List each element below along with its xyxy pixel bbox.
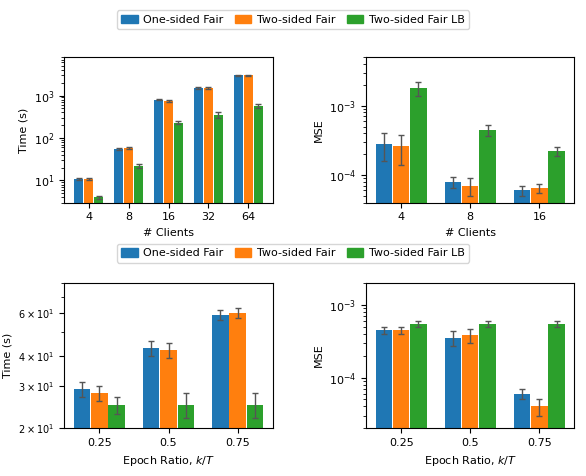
Bar [161, 350, 177, 476]
Bar [143, 348, 159, 476]
Bar [114, 149, 123, 476]
Y-axis label: MSE: MSE [314, 118, 323, 142]
X-axis label: Epoch Ratio, $k/T$: Epoch Ratio, $k/T$ [424, 454, 517, 468]
Bar [393, 146, 410, 476]
Bar [178, 405, 194, 476]
Bar [531, 407, 547, 476]
Bar [445, 338, 461, 476]
Bar [94, 198, 103, 476]
Bar [214, 115, 223, 476]
Bar [514, 190, 530, 476]
Bar [410, 324, 427, 476]
Bar [376, 330, 392, 476]
Bar [74, 179, 83, 476]
Bar [247, 405, 263, 476]
Bar [204, 88, 213, 476]
Bar [445, 182, 461, 476]
Bar [124, 148, 134, 476]
Bar [462, 186, 478, 476]
Bar [212, 315, 229, 476]
Bar [548, 151, 565, 476]
Bar [254, 106, 263, 476]
Legend: One-sided Fair, Two-sided Fair, Two-sided Fair LB: One-sided Fair, Two-sided Fair, Two-side… [117, 10, 469, 30]
Bar [462, 335, 478, 476]
Bar [194, 88, 203, 476]
Bar [229, 313, 246, 476]
Bar [531, 188, 547, 476]
Bar [479, 130, 496, 476]
Bar [163, 101, 173, 476]
Bar [108, 405, 125, 476]
Y-axis label: MSE: MSE [314, 344, 323, 367]
Y-axis label: Time (s): Time (s) [3, 333, 13, 378]
Bar [91, 393, 108, 476]
Bar [244, 75, 253, 476]
Bar [154, 99, 163, 476]
Bar [84, 179, 93, 476]
Bar [376, 144, 392, 476]
X-axis label: # Clients: # Clients [143, 228, 194, 238]
Bar [74, 389, 90, 476]
X-axis label: # Clients: # Clients [445, 228, 496, 238]
Y-axis label: Time (s): Time (s) [19, 107, 29, 152]
Bar [173, 123, 183, 476]
Bar [134, 166, 144, 476]
Bar [479, 324, 496, 476]
X-axis label: Epoch Ratio, $k/T$: Epoch Ratio, $k/T$ [122, 454, 215, 468]
Bar [514, 394, 530, 476]
Bar [234, 75, 243, 476]
Legend: One-sided Fair, Two-sided Fair, Two-sided Fair LB: One-sided Fair, Two-sided Fair, Two-side… [117, 244, 469, 263]
Bar [410, 88, 427, 476]
Bar [548, 324, 565, 476]
Bar [393, 330, 410, 476]
